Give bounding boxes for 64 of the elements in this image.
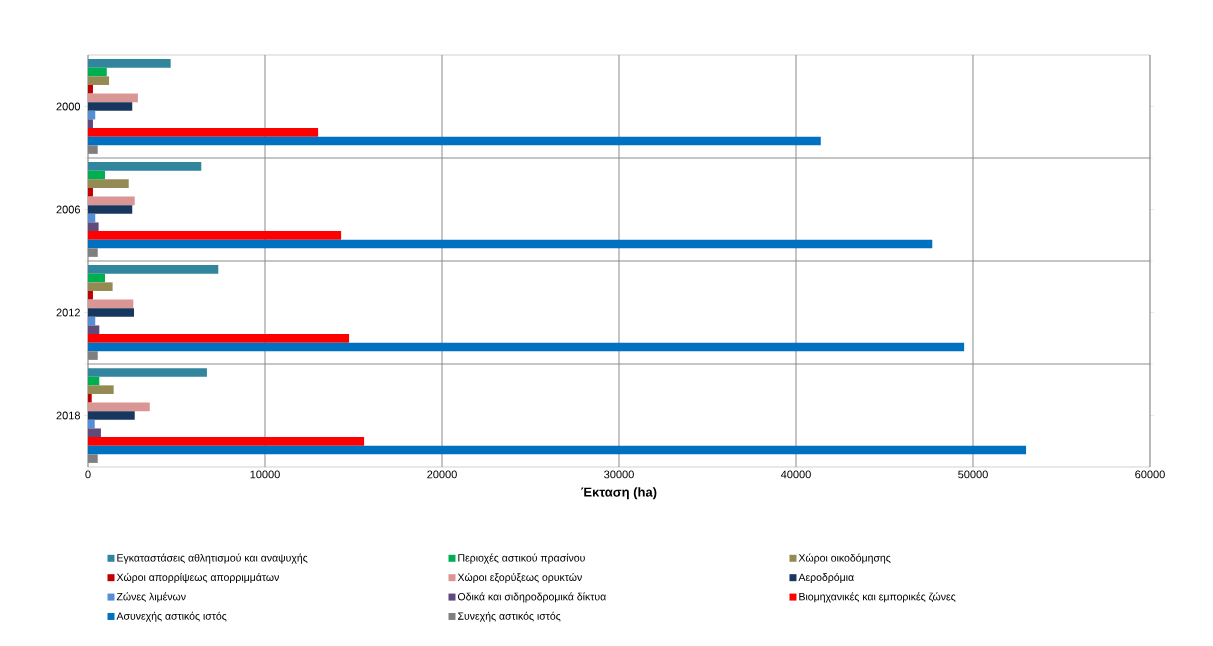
legend-label: Βιομηχανικές και εμπορικές ζώνες xyxy=(799,592,956,603)
legend-label: Αεροδρόμια xyxy=(798,572,854,584)
x-tick-label: 10000 xyxy=(250,470,280,479)
bar xyxy=(88,145,98,154)
x-tick-label: 20000 xyxy=(427,470,457,479)
bar xyxy=(88,84,93,94)
bar xyxy=(88,273,105,283)
bar xyxy=(88,231,342,240)
bar xyxy=(88,385,114,394)
bar xyxy=(88,411,135,420)
bar xyxy=(88,334,350,343)
legend-label: Χώροι απορρίψεως απορριμμάτων xyxy=(116,572,279,584)
bar xyxy=(88,290,93,300)
bar xyxy=(88,351,98,360)
bar xyxy=(88,437,365,446)
bar xyxy=(88,76,110,85)
bar xyxy=(88,196,135,206)
bar xyxy=(88,119,93,129)
x-tick-label: 50000 xyxy=(958,470,988,479)
bar xyxy=(88,402,150,412)
x-tick-label: 40000 xyxy=(780,470,811,479)
bar xyxy=(88,67,107,77)
bar xyxy=(88,179,129,188)
legend-label: Χώροι οικοδόμησης xyxy=(798,553,891,564)
x-tick-label: 30000 xyxy=(604,470,634,479)
bar xyxy=(88,342,965,352)
bar xyxy=(88,222,99,232)
bar xyxy=(88,205,133,214)
bar xyxy=(88,187,93,197)
bar xyxy=(88,128,319,137)
bar xyxy=(88,308,135,317)
y-tick-label: 2006 xyxy=(56,205,80,214)
bar xyxy=(88,376,100,386)
y-tick-label: 2018 xyxy=(56,411,80,420)
y-tick-label: 2012 xyxy=(56,308,80,317)
legend-label: Περιοχές αστικού πρασίνου xyxy=(458,553,585,564)
legend-label: Εγκαταστάσεις αθλητισμού και αναψυχής xyxy=(117,553,308,564)
bar xyxy=(88,445,1027,455)
bar xyxy=(88,162,202,171)
bar xyxy=(88,102,133,111)
bar xyxy=(88,59,171,68)
bar xyxy=(88,393,92,403)
bar xyxy=(88,325,100,335)
bar xyxy=(88,248,98,257)
bar xyxy=(88,170,105,180)
y-tick-label: 2000 xyxy=(56,102,81,111)
bar xyxy=(88,368,207,377)
bar xyxy=(88,454,98,463)
bar xyxy=(88,239,933,249)
legend-label: Οδικά και σιδηροδρομικά δίκτυα xyxy=(457,592,606,603)
bar xyxy=(88,419,95,429)
bar xyxy=(88,265,219,274)
bar xyxy=(88,428,101,438)
legend-label: Ζώνες λιμένων xyxy=(116,592,186,603)
bar xyxy=(88,93,138,103)
bar xyxy=(88,136,821,146)
x-tick-label: 0 xyxy=(85,470,91,479)
x-axis-title: Έκταση (ha) xyxy=(581,487,657,500)
legend-label: Συνεχής αστικός ιστός xyxy=(458,611,561,622)
x-tick-label: 60000 xyxy=(1135,470,1165,479)
legend-label: Χώροι εξορύξεως ορυκτών xyxy=(457,572,582,584)
legend-label: Ασυνεχής αστικός ιστός xyxy=(116,611,227,622)
bar xyxy=(88,299,134,309)
bar xyxy=(88,282,113,291)
